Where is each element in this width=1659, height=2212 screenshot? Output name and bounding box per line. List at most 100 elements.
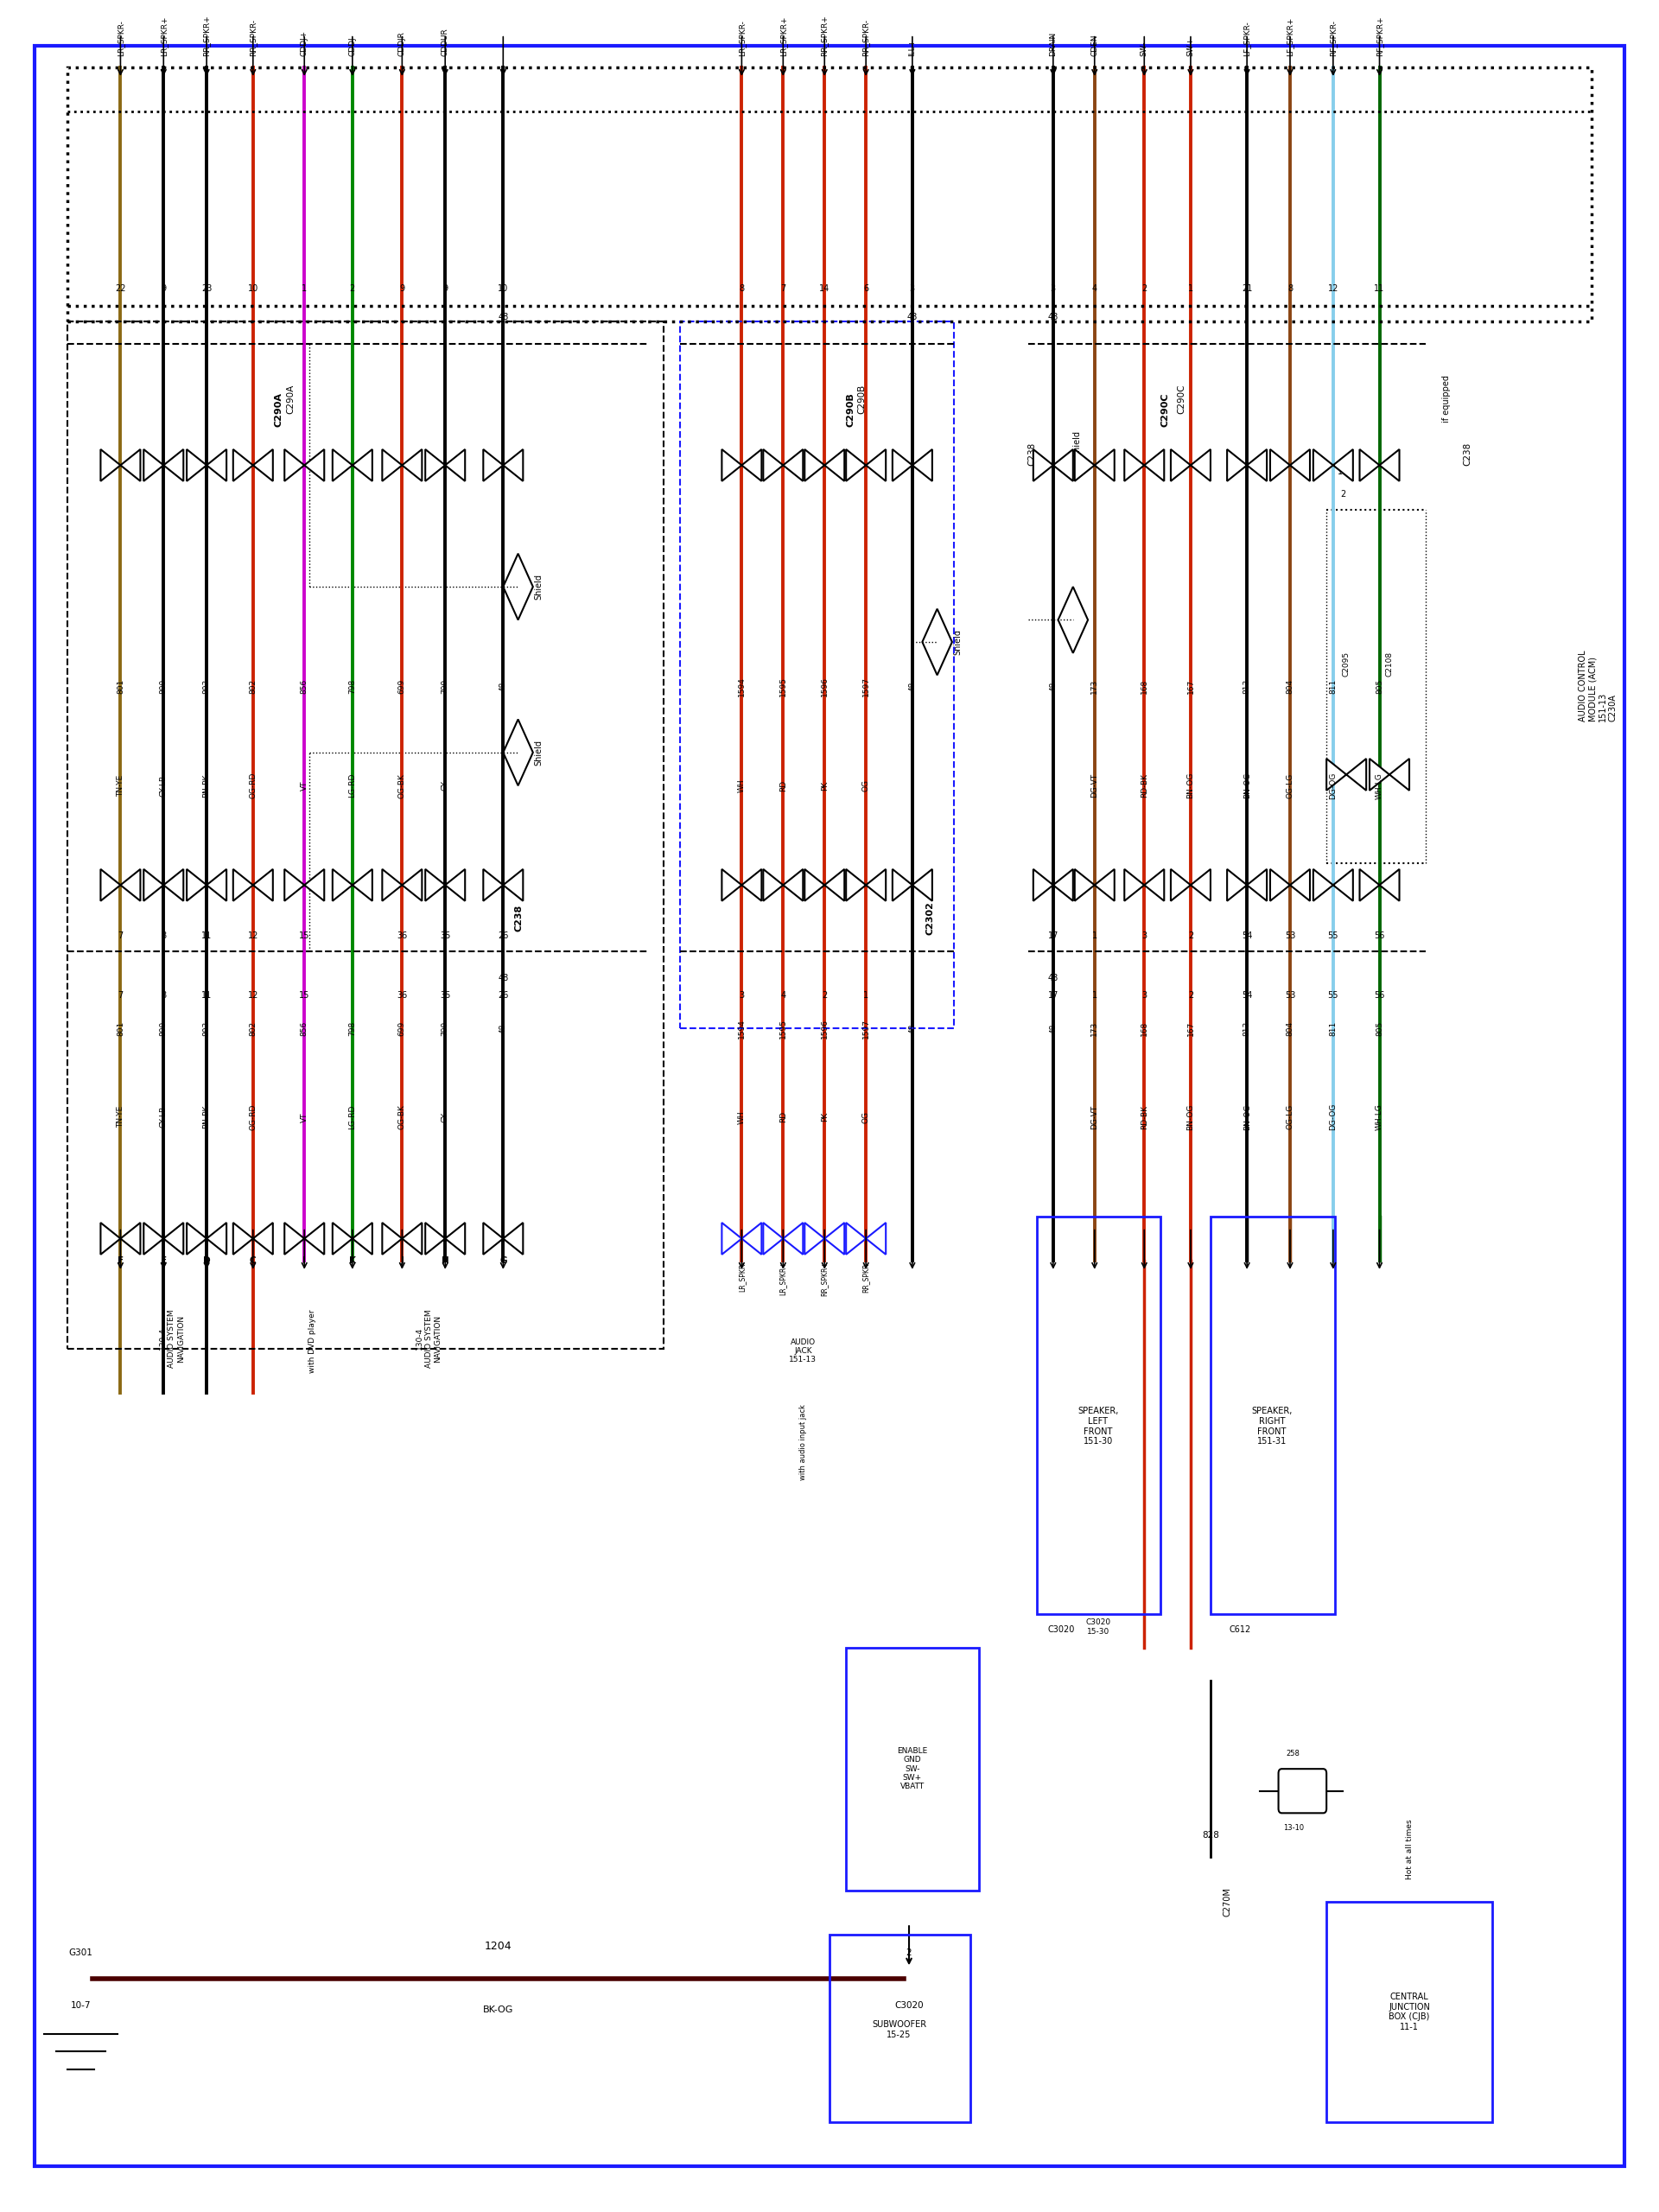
Text: 7: 7 <box>780 283 786 292</box>
Text: CDDJ-: CDDJ- <box>348 35 357 58</box>
Polygon shape <box>1171 869 1211 900</box>
Bar <box>68 69 1591 321</box>
Polygon shape <box>722 869 761 900</box>
Text: 168: 168 <box>1140 1022 1148 1035</box>
Text: 1204: 1204 <box>484 1942 513 1953</box>
Text: SW+: SW+ <box>1186 38 1194 58</box>
Text: 802: 802 <box>249 1022 257 1035</box>
Text: OG: OG <box>863 1110 869 1124</box>
Polygon shape <box>763 449 803 482</box>
Text: 53: 53 <box>1284 991 1296 1000</box>
Text: 1: 1 <box>863 991 869 1000</box>
Text: 1: 1 <box>1092 931 1097 940</box>
Text: 1: 1 <box>1092 991 1097 1000</box>
Text: 9: 9 <box>443 283 448 292</box>
Text: 1: 1 <box>302 283 307 292</box>
Text: 802: 802 <box>249 679 257 695</box>
Text: GY: GY <box>441 1113 450 1121</box>
Text: 699: 699 <box>398 1022 406 1035</box>
Text: G301: G301 <box>68 1949 93 1958</box>
Text: SW-: SW- <box>1140 42 1148 58</box>
Text: PK: PK <box>821 1113 828 1121</box>
Polygon shape <box>1125 449 1165 482</box>
Text: 805: 805 <box>1375 1022 1384 1035</box>
Text: CDDJ+: CDDJ+ <box>300 31 309 58</box>
Polygon shape <box>1034 449 1073 482</box>
Text: C2108: C2108 <box>1385 653 1394 677</box>
Text: C2302: C2302 <box>926 900 934 936</box>
Text: DG-VT: DG-VT <box>1090 774 1098 799</box>
Text: 2: 2 <box>350 283 355 292</box>
Text: 173: 173 <box>1090 679 1098 695</box>
Text: E: E <box>161 1256 166 1265</box>
Text: 48: 48 <box>498 312 508 321</box>
Text: 10-7: 10-7 <box>71 2002 91 2008</box>
Text: LR_SPKR-: LR_SPKR- <box>738 1261 745 1292</box>
Text: RF_SPKR+: RF_SPKR+ <box>1375 15 1384 58</box>
Text: VT: VT <box>300 1113 309 1121</box>
Text: 173: 173 <box>1090 1022 1098 1035</box>
Text: 48: 48 <box>909 681 916 690</box>
Text: Shield: Shield <box>534 739 542 765</box>
Polygon shape <box>425 1223 465 1254</box>
Text: BN-OG: BN-OG <box>1243 772 1251 799</box>
Polygon shape <box>101 869 141 900</box>
Text: C290B: C290B <box>858 385 866 414</box>
Text: 798: 798 <box>348 1022 357 1035</box>
Text: BN-OG: BN-OG <box>1186 772 1194 799</box>
Text: 167: 167 <box>1186 1022 1194 1035</box>
Polygon shape <box>483 1223 523 1254</box>
Text: 1597: 1597 <box>863 677 869 697</box>
Text: C290A: C290A <box>285 385 295 414</box>
Text: BN-PK: BN-PK <box>202 774 211 799</box>
Text: 856: 856 <box>300 679 309 695</box>
Polygon shape <box>234 449 272 482</box>
Text: 828: 828 <box>1201 1832 1219 1840</box>
Polygon shape <box>1228 869 1267 900</box>
Text: C238: C238 <box>1027 442 1035 467</box>
Polygon shape <box>382 1223 421 1254</box>
Polygon shape <box>1271 449 1311 482</box>
Text: 3: 3 <box>1141 931 1146 940</box>
Polygon shape <box>763 1223 803 1254</box>
Text: 2: 2 <box>821 991 828 1000</box>
Text: RR_SPKR-: RR_SPKR- <box>863 1261 869 1292</box>
Polygon shape <box>234 1223 272 1254</box>
Text: 798: 798 <box>348 679 357 695</box>
Text: C3020: C3020 <box>894 2002 924 2008</box>
Text: AUDIO
JACK
151-13: AUDIO JACK 151-13 <box>790 1338 816 1365</box>
Text: WH-LG: WH-LG <box>1375 772 1384 799</box>
Polygon shape <box>805 449 844 482</box>
Polygon shape <box>805 1223 844 1254</box>
Text: C290C: C290C <box>1161 394 1170 427</box>
Text: 12: 12 <box>1327 283 1339 292</box>
Polygon shape <box>332 449 372 482</box>
Text: TN-YE: TN-YE <box>116 1106 124 1128</box>
Text: 803: 803 <box>202 1022 211 1035</box>
Text: 2: 2 <box>1141 283 1146 292</box>
Text: 11: 11 <box>201 991 212 1000</box>
Text: J: J <box>400 1256 403 1265</box>
Text: DG-VT: DG-VT <box>1090 1106 1098 1128</box>
Polygon shape <box>805 869 844 900</box>
Polygon shape <box>284 449 324 482</box>
Text: C3020
15-30: C3020 15-30 <box>1085 1619 1110 1635</box>
Text: 2: 2 <box>1340 489 1345 498</box>
Polygon shape <box>1075 449 1115 482</box>
Text: 1595: 1595 <box>780 677 786 697</box>
Polygon shape <box>382 869 421 900</box>
Bar <box>1037 1217 1161 1615</box>
Polygon shape <box>332 869 372 900</box>
Text: 803: 803 <box>202 679 211 695</box>
Polygon shape <box>284 869 324 900</box>
FancyBboxPatch shape <box>1279 1770 1327 1814</box>
Text: OG-RD: OG-RD <box>249 772 257 799</box>
Text: 48: 48 <box>1048 1024 1057 1033</box>
Text: C238: C238 <box>514 905 523 931</box>
Text: LR_SPKR+: LR_SPKR+ <box>159 15 168 58</box>
Polygon shape <box>144 869 184 900</box>
Text: RD: RD <box>780 1110 786 1124</box>
Text: RR_SPKR-: RR_SPKR- <box>863 20 869 58</box>
Polygon shape <box>722 1223 761 1254</box>
Text: RR_SPKR-: RR_SPKR- <box>249 20 257 58</box>
